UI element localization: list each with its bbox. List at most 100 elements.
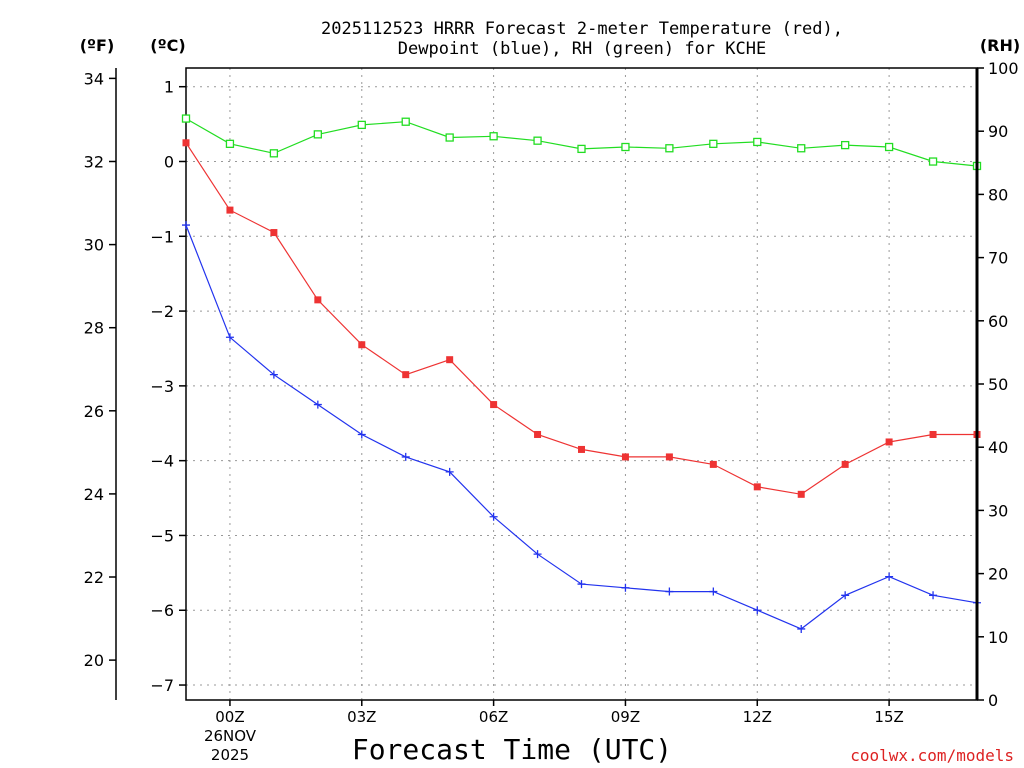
temperature-data-point	[226, 206, 234, 214]
celsius-tick-label: −5	[150, 526, 174, 545]
x-tick-label: 09Z	[611, 708, 640, 726]
temperature-data-point	[621, 453, 629, 461]
temperature-data-point	[490, 401, 498, 409]
dewpoint-series-line	[185, 224, 978, 630]
rh-data-point	[928, 157, 938, 166]
dewpoint-data-point	[313, 400, 322, 409]
date-label-year: 2025	[211, 746, 249, 764]
x-tick-label: 00Z	[215, 708, 244, 726]
celsius-tick-label: −6	[150, 601, 174, 620]
dewpoint-data-point	[841, 591, 850, 600]
dewpoint-data-point	[445, 467, 454, 476]
dewpoint-data-point	[269, 370, 278, 379]
fahrenheit-tick-label: 24	[84, 485, 104, 504]
chart-title-line-1: 2025112523 HRRR Forecast 2-meter Tempera…	[321, 19, 843, 39]
temperature-data-point	[797, 490, 805, 498]
celsius-tick-label: 1	[164, 78, 174, 97]
dewpoint-data-point	[182, 221, 190, 230]
rh-data-point	[841, 140, 850, 150]
temperature-data-point	[446, 356, 454, 364]
rh-tick-label: 60	[988, 312, 1008, 331]
temperature-data-point	[841, 460, 849, 468]
rh-tick-label: 90	[988, 122, 1008, 141]
grid-lines	[186, 68, 977, 700]
x-tick-label: 06Z	[479, 708, 508, 726]
rh-tick-label: 70	[988, 249, 1008, 268]
rh-data-point	[753, 137, 762, 147]
date-label-day: 26NOV	[204, 727, 257, 745]
temperature-data-point	[358, 341, 366, 349]
rh-data-point	[269, 149, 279, 158]
rh-tick-label: 20	[988, 565, 1008, 584]
temperature-data-point	[578, 445, 585, 453]
rh-tick-label: 100	[988, 59, 1019, 78]
rh-tick-label: 0	[988, 691, 998, 710]
rh-tick-label: 40	[988, 438, 1008, 457]
rh-tick-label: 50	[988, 375, 1008, 394]
temperature-data-point	[534, 430, 542, 438]
rh-data-point	[709, 139, 718, 148]
temperature-data-point	[753, 483, 761, 491]
dewpoint-data-point	[885, 572, 894, 581]
rh-data-point	[181, 114, 191, 123]
x-axis-label: Forecast Time (UTC)	[352, 733, 672, 766]
temperature-data-point	[314, 296, 322, 304]
plot-frame	[185, 67, 978, 701]
fahrenheit-unit-label: (ºF)	[80, 36, 115, 55]
dewpoint-data-point	[929, 591, 938, 600]
rh-unit-label: (RH)	[980, 36, 1020, 55]
temperature-data-point	[885, 438, 893, 446]
temperature-data-point	[929, 430, 937, 438]
fahrenheit-tick-label: 22	[84, 568, 104, 587]
dewpoint-data-point	[709, 587, 718, 596]
rh-tick-label: 30	[988, 501, 1008, 520]
series-layer	[181, 114, 982, 633]
celsius-tick-label: −3	[150, 377, 174, 396]
rh-data-point	[533, 136, 542, 145]
celsius-tick-label: −4	[150, 452, 174, 471]
temperature-data-point	[402, 371, 410, 379]
rh-data-point	[665, 144, 674, 153]
fahrenheit-tick-label: 34	[84, 69, 104, 88]
rh-data-point	[884, 142, 894, 152]
celsius-tick-label: 0	[164, 152, 174, 171]
celsius-unit-label: (ºC)	[150, 36, 185, 55]
rh-data-point	[577, 144, 586, 154]
celsius-tick-label: −7	[150, 676, 174, 695]
temperature-data-point	[270, 229, 278, 237]
dewpoint-data-point	[225, 333, 234, 342]
rh-tick-label: 10	[988, 628, 1008, 647]
rh-data-point	[489, 132, 498, 141]
rh-data-point	[445, 133, 454, 142]
rh-data-point	[313, 130, 322, 139]
fahrenheit-tick-label: 26	[84, 402, 104, 421]
temperature-series-line	[185, 142, 977, 495]
rh-series-line	[185, 118, 978, 167]
rh-tick-label: 80	[988, 185, 1008, 204]
x-tick-label: 15Z	[874, 708, 903, 726]
fahrenheit-tick-label: 20	[84, 651, 104, 670]
dewpoint-data-point	[357, 430, 366, 439]
source-credit: coolwx.com/models	[850, 746, 1014, 765]
rh-data-point	[357, 120, 366, 130]
dewpoint-data-point	[489, 512, 498, 521]
rh-data-point	[401, 117, 410, 126]
axes: 343230282624222010−1−2−3−4−5−6−701020304…	[84, 59, 1019, 726]
rh-data-point	[797, 144, 806, 153]
fahrenheit-tick-label: 28	[84, 319, 104, 338]
x-tick-label: 12Z	[743, 708, 772, 726]
dewpoint-data-point	[533, 550, 542, 559]
temperature-data-point	[709, 460, 717, 468]
fahrenheit-tick-label: 30	[84, 236, 104, 255]
dewpoint-data-point	[401, 452, 410, 461]
fahrenheit-tick-label: 32	[84, 152, 104, 171]
rh-data-point	[621, 142, 630, 152]
temperature-data-point	[665, 453, 673, 461]
celsius-tick-label: −2	[150, 302, 174, 321]
celsius-tick-label: −1	[150, 227, 174, 246]
dewpoint-data-point	[577, 580, 586, 589]
temperature-data-point	[182, 139, 190, 147]
dewpoint-data-point	[665, 587, 674, 596]
dewpoint-data-point	[753, 606, 762, 615]
